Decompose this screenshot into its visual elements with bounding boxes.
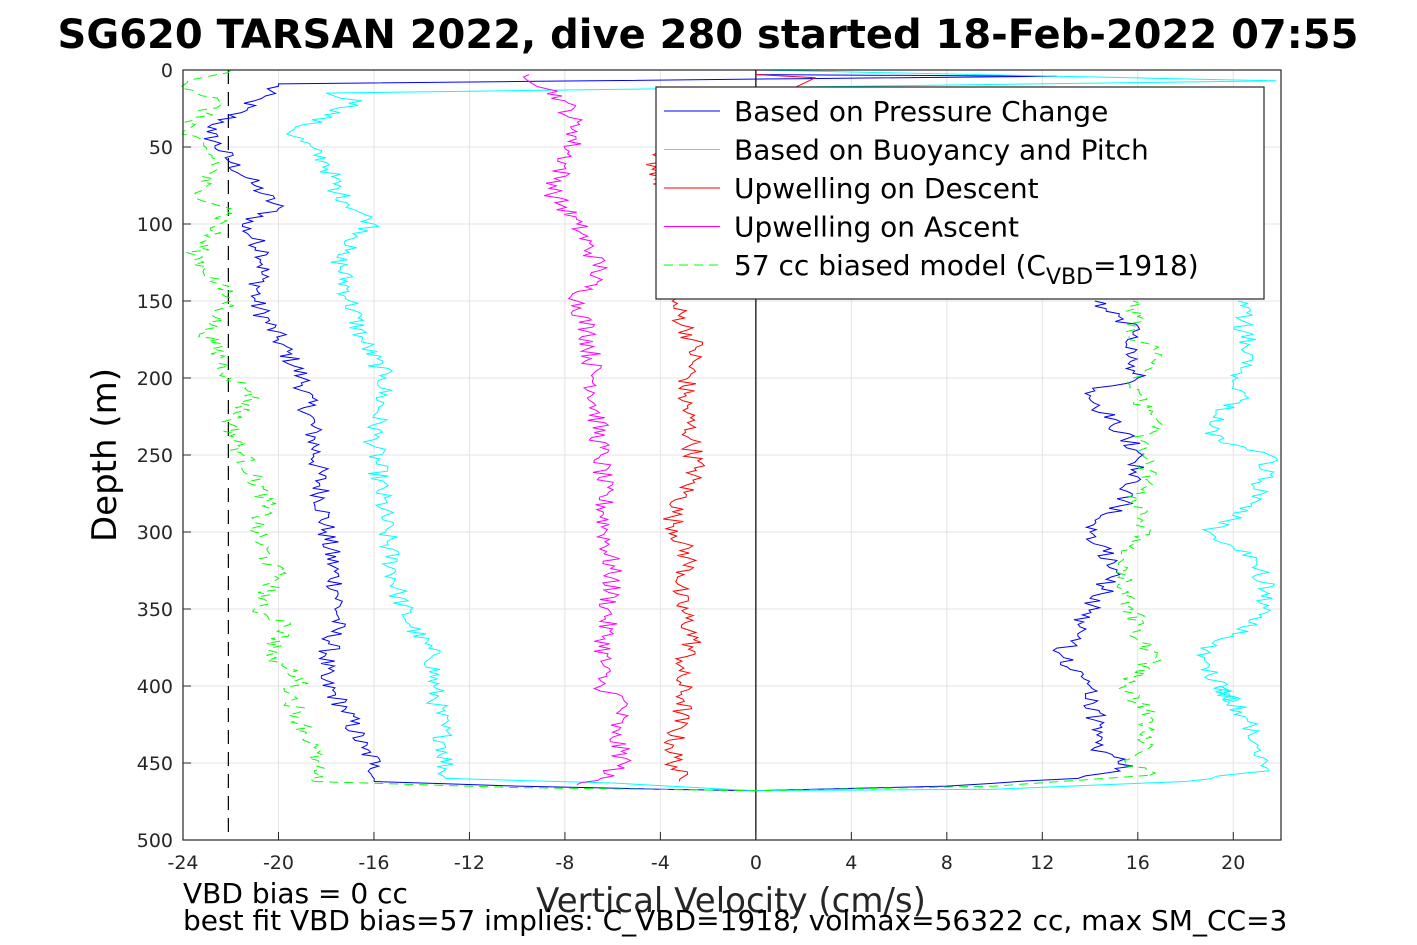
series-line	[203, 74, 1057, 782]
series-line	[522, 74, 632, 786]
y-tick-label: 250	[137, 445, 173, 467]
legend-label-4: 57 cc biased model (CVBD=1918)	[734, 249, 1199, 290]
series-line	[314, 774, 1150, 792]
y-tick-label: 400	[137, 676, 173, 698]
series-line	[755, 300, 1147, 792]
series-line	[179, 69, 326, 782]
series-line	[1115, 300, 1164, 776]
x-tick-label: -8	[555, 852, 574, 874]
footer-best-fit: best fit VBD bias=57 implies: C_VBD=1918…	[183, 904, 1287, 937]
legend-label-3: Upwelling on Ascent	[734, 211, 1019, 244]
legend-label-1: Based on Buoyancy and Pitch	[734, 134, 1149, 167]
x-axis-label: Vertical Velocity (cm/s)	[536, 881, 926, 921]
series-layer	[179, 69, 1279, 792]
y-tick-label: 500	[137, 830, 173, 852]
x-tick-label: -12	[454, 852, 485, 874]
y-ticks: 0 50 100 150 200 250 300 350 400 450 500	[137, 60, 191, 852]
x-tick-label: -20	[263, 852, 294, 874]
x-tick-label: 16	[1126, 852, 1150, 874]
footer-vbd-bias: VBD bias = 0 cc	[183, 877, 408, 910]
legend-box	[655, 86, 1265, 300]
x-tick-label: 12	[1030, 852, 1054, 874]
series-line	[285, 69, 1277, 779]
y-axis-label: Depth (m)	[85, 368, 125, 542]
x-tick-label: 4	[845, 852, 857, 874]
series-line	[445, 770, 1270, 792]
y-tick-label: 300	[137, 522, 173, 544]
chart-title: SG620 TARSAN 2022, dive 280 started 18-F…	[58, 12, 1359, 58]
legend-label-0: Based on Pressure Change	[734, 95, 1108, 128]
legend-label-2: Upwelling on Descent	[734, 172, 1039, 205]
x-tick-label: -4	[651, 852, 670, 874]
y-tick-label: 100	[137, 214, 173, 236]
y-tick-label: 0	[161, 60, 173, 82]
y-tick-label: 350	[137, 599, 173, 621]
x-tick-label: -24	[167, 852, 198, 874]
series-upwelling-on-ascent	[522, 74, 632, 786]
x-ticks: -24 -20 -16 -12 -8 -4 0 4 8 12 16 20	[167, 832, 1245, 874]
x-tick-label: 8	[941, 852, 953, 874]
y-tick-label: 150	[137, 291, 173, 313]
series-line	[1195, 300, 1279, 771]
x-tick-label: 0	[750, 852, 762, 874]
legend: Based on Pressure Change Based on Buoyanc…	[655, 86, 1265, 300]
x-tick-label: 20	[1221, 852, 1245, 874]
y-tick-label: 450	[137, 753, 173, 775]
y-tick-label: 50	[149, 137, 173, 159]
series-based-on-buoyancy-and-pitch	[285, 69, 1279, 792]
x-tick-label: -16	[358, 852, 389, 874]
series-57-cc-biased-model	[179, 69, 1164, 792]
y-tick-label: 200	[137, 368, 173, 390]
